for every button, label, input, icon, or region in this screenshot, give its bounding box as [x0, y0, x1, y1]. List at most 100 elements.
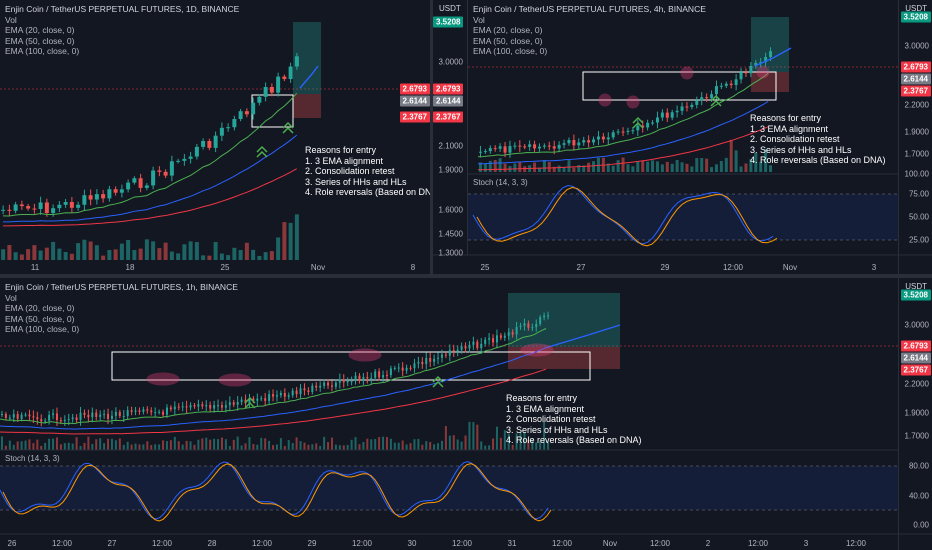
x-axis-label: 12:00 — [747, 539, 769, 548]
volume-bar — [294, 214, 299, 260]
volume-bar — [495, 426, 498, 450]
candle-body — [405, 367, 408, 371]
candle-body — [48, 414, 51, 421]
hl-chevron — [710, 94, 722, 102]
x-axis-label: Nov — [602, 539, 618, 548]
candle-body — [101, 194, 106, 199]
volume-bar — [142, 444, 145, 450]
volume-bar — [94, 245, 99, 260]
x-axis-label: 26 — [7, 539, 17, 548]
volume-bar — [283, 445, 286, 450]
h4-chart-title: Enjin Coin / TetherUS PERPETUAL FUTURES,… — [473, 4, 706, 14]
daily-chart-canvas[interactable] — [0, 0, 430, 274]
h1-stoch-label: Stoch (14, 3, 3) — [5, 454, 60, 463]
volume-bar — [173, 436, 176, 450]
x-axis-label: 12:00 — [251, 539, 273, 548]
volume-bar — [264, 438, 267, 450]
h1-chart-panel[interactable]: Enjin Coin / TetherUS PERPETUAL FUTURES,… — [0, 278, 932, 550]
volume-bar — [378, 437, 381, 450]
x-axis-label: 25 — [220, 263, 230, 272]
volume-bar — [157, 248, 162, 260]
candle-body — [185, 406, 188, 408]
x-axis-label: 3 — [871, 263, 877, 272]
candle-body — [539, 317, 542, 324]
projection-arrow — [299, 65, 319, 89]
volume-bar — [114, 440, 117, 450]
candle-body — [557, 144, 561, 149]
daily-chart-panel[interactable]: Enjin Coin / TetherUS PERPETUAL FUTURES,… — [0, 0, 430, 274]
volume-bar — [478, 162, 482, 172]
volume-bar — [232, 439, 235, 450]
panel-divider-horizontal[interactable] — [0, 274, 932, 278]
h1-chart-canvas[interactable] — [0, 278, 932, 550]
h4-chart-canvas[interactable] — [433, 0, 932, 274]
candle-body — [495, 335, 498, 343]
candle-body — [154, 412, 157, 414]
volume-bar — [252, 443, 255, 450]
stoch-k-line — [0, 461, 549, 520]
price-tick: 1.9000 — [438, 165, 463, 175]
volume-bar — [547, 162, 551, 172]
h4-chart-panel[interactable]: Enjin Coin / TetherUS PERPETUAL FUTURES,… — [433, 0, 932, 274]
candle-body — [675, 110, 679, 113]
volume-bar — [193, 444, 196, 450]
volume-bar — [176, 253, 181, 260]
currency-label: USDT — [905, 4, 927, 13]
candle-body — [358, 375, 361, 381]
candle-body — [533, 144, 537, 149]
h4-right-price-scale[interactable]: USDT 3.5208 3.0000 2.6793 2.6144 2.3767 … — [898, 0, 932, 274]
candle-body — [173, 406, 176, 410]
candle-body — [55, 413, 58, 421]
volume-bar — [739, 166, 743, 172]
hl-chevron — [432, 380, 444, 388]
candle-body — [103, 413, 106, 415]
candle-body — [616, 131, 620, 133]
panel-divider-vertical[interactable] — [430, 0, 433, 274]
candle-body — [163, 171, 168, 176]
candle-body — [374, 371, 377, 378]
volume-bar — [460, 441, 463, 450]
candle-body — [194, 146, 199, 157]
candle-body — [739, 72, 743, 80]
volume-bar — [126, 441, 129, 450]
candle-body — [28, 414, 31, 417]
candle-body — [188, 156, 193, 159]
h4-left-price-scale[interactable]: USDT 3.5208 3.0000 2.6793 2.6144 2.3767 … — [433, 0, 468, 258]
volume-bar — [291, 443, 294, 450]
price-badge-last: 2.6144 — [900, 352, 931, 364]
volume-bar — [700, 158, 704, 172]
stoch-d-line — [2, 463, 552, 522]
hl-chevron — [632, 116, 644, 124]
notes-item: 2. Consolidation retest — [750, 134, 840, 144]
target-zone — [751, 17, 789, 72]
volume-bar — [311, 444, 314, 450]
volume-bar — [655, 161, 659, 172]
price-tick: 1.3000 — [438, 248, 463, 258]
candle-body — [91, 412, 94, 418]
price-badge-sl: 2.3767 — [399, 111, 430, 123]
candle-body — [448, 350, 451, 356]
volume-bar — [749, 159, 753, 172]
volume-bar — [448, 435, 451, 450]
volume-bar — [518, 161, 522, 172]
candle-body — [151, 170, 156, 186]
candle-body — [256, 398, 259, 401]
volume-bar — [330, 437, 333, 450]
candle-body — [499, 335, 502, 338]
volume-bar — [260, 437, 263, 450]
volume-bar — [146, 441, 149, 450]
h1-right-price-scale[interactable]: USDT 3.5208 3.0000 2.6793 2.6144 2.3767 … — [898, 278, 932, 550]
candle-body — [334, 382, 337, 387]
candle-body — [537, 146, 541, 149]
volume-bar — [67, 442, 70, 450]
candle-body — [197, 404, 200, 407]
candle-body — [264, 398, 267, 401]
x-axis-label: 29 — [307, 539, 317, 548]
volume-bar — [4, 445, 7, 450]
candle-body — [294, 56, 299, 67]
candle-body — [63, 419, 66, 422]
volume-bar — [38, 250, 43, 260]
hl-chevron — [632, 121, 644, 129]
candle-body — [670, 112, 674, 118]
volume-bar — [226, 255, 231, 260]
